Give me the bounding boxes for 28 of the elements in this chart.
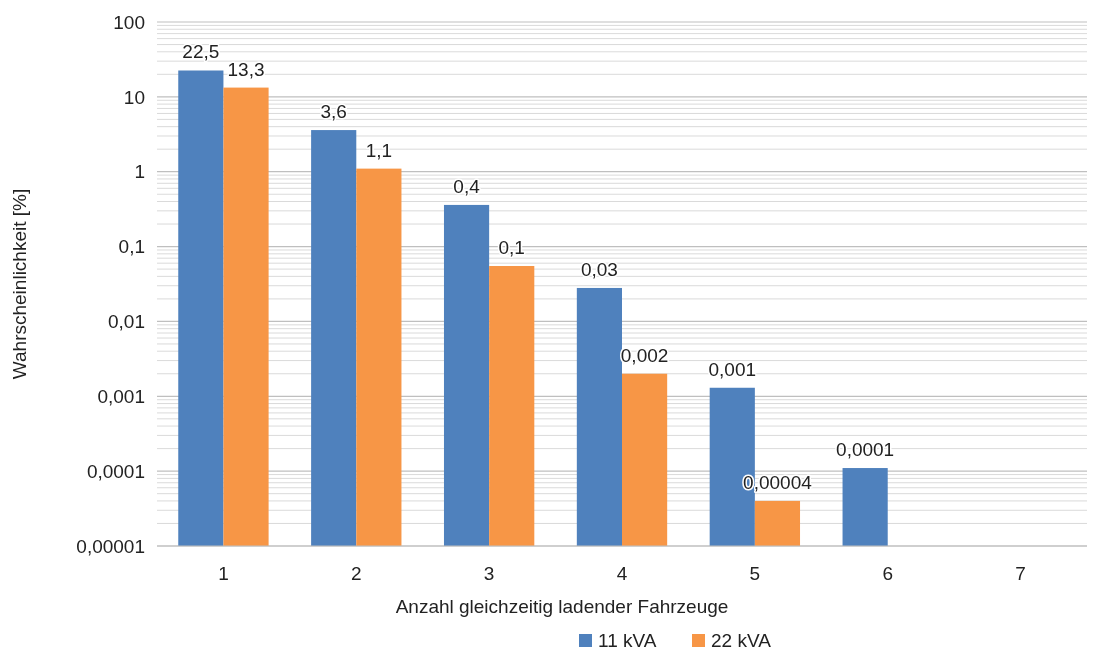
y-tick-label: 0,0001 <box>86 460 145 482</box>
data-label: 0,1 <box>498 237 525 259</box>
y-tick-label: 1 <box>134 161 145 183</box>
x-tick-label: 7 <box>1015 563 1026 584</box>
x-tick-label: 1 <box>218 563 229 584</box>
legend-label: 11 kVA <box>598 630 657 651</box>
legend-label: 22 kVA <box>711 630 772 651</box>
data-label: 3,6 <box>320 101 347 123</box>
y-tick-label: 0,001 <box>97 385 145 407</box>
x-tick-label: 2 <box>351 563 362 584</box>
y-tick-label: 10 <box>123 86 145 108</box>
data-label: 22,5 <box>182 41 220 63</box>
data-label: 0,03 <box>580 258 618 280</box>
data-label: 0,0001 <box>836 439 895 461</box>
data-label: 0,4 <box>453 175 481 197</box>
data-label: 13,3 <box>227 58 265 80</box>
x-axis-title: Anzahl gleichzeitig ladender Fahrzeuge <box>395 596 729 617</box>
y-tick-label: 0,01 <box>108 311 145 333</box>
y-axis-title: Wahrscheinlichkeit [%] <box>9 188 30 380</box>
x-tick-label: 4 <box>616 563 628 584</box>
data-label: 0,001 <box>708 358 757 380</box>
y-tick-label: 100 <box>113 11 145 33</box>
data-label: 1,1 <box>365 139 393 161</box>
x-tick-label: 5 <box>749 563 761 584</box>
y-tick-label: 0,00001 <box>76 535 145 557</box>
y-tick-label: 0,1 <box>118 236 145 258</box>
x-tick-label: 3 <box>483 563 495 584</box>
x-tick-label: 6 <box>882 563 893 584</box>
